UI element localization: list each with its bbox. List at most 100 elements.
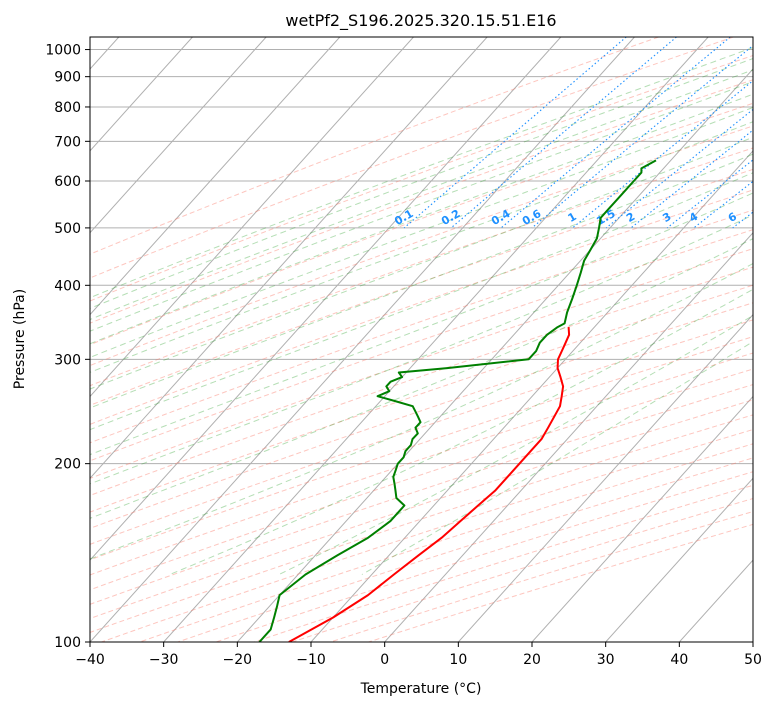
isotherm-line xyxy=(90,37,414,398)
dry-adiabat-line xyxy=(90,368,753,591)
dry-adiabat-line xyxy=(90,209,753,444)
x-tick-label: −20 xyxy=(223,652,253,668)
dry-adiabat-line xyxy=(90,302,753,529)
x-tick-label: 40 xyxy=(670,652,688,668)
dry-adiabat-line xyxy=(90,102,753,346)
isotherm-line xyxy=(90,37,488,480)
isotherm-line xyxy=(310,150,753,642)
dry-adiabat-line xyxy=(90,266,753,496)
isotherm-line xyxy=(531,395,753,642)
mixing-ratio-label: 0.1 xyxy=(392,207,415,228)
dry-adiabat-line xyxy=(139,443,753,642)
isotherm-line xyxy=(678,559,753,642)
dry-adiabat-line xyxy=(292,498,753,642)
moist-adiabat-line xyxy=(278,314,753,575)
dry-adiabat-line xyxy=(90,352,753,576)
moist-adiabat-line xyxy=(169,288,753,575)
dry-adiabat-line xyxy=(177,457,753,642)
x-axis-title: Temperature (°C) xyxy=(360,681,482,697)
y-axis-title: Pressure (hPa) xyxy=(12,289,28,389)
moist-adiabat-line xyxy=(90,172,753,431)
x-tick-label: −10 xyxy=(296,652,326,668)
x-tick-label: 0 xyxy=(380,652,389,668)
isotherm-line xyxy=(90,37,193,152)
dry-adiabat-line xyxy=(90,284,753,513)
isotherm-line xyxy=(90,37,635,642)
moist-adiabat-line xyxy=(90,192,753,456)
y-tick-label: 1000 xyxy=(45,43,81,59)
isotherm-line xyxy=(90,37,341,316)
mixing-ratio-label: 3 xyxy=(660,210,673,225)
dry-adiabat-line xyxy=(215,471,753,642)
mixing-ratio-label: 1 xyxy=(566,210,579,225)
mixing-ratio-line xyxy=(531,44,753,229)
moist-adiabat-line xyxy=(90,69,753,321)
dry-adiabat-line xyxy=(90,189,753,425)
moist-adiabat-line xyxy=(90,121,753,373)
moist-adiabat-line xyxy=(90,136,753,390)
x-tick-label: 20 xyxy=(523,652,541,668)
plot-frame xyxy=(89,36,754,643)
dry-adiabat-line xyxy=(90,384,753,605)
mixing-ratio-label: 0.6 xyxy=(520,207,544,228)
y-tick-label: 100 xyxy=(54,635,81,651)
moist-adiabat-line xyxy=(90,57,753,309)
dry-adiabat-line xyxy=(368,523,753,642)
x-tick-label: 30 xyxy=(597,652,615,668)
mixing-ratio-line xyxy=(572,80,753,229)
isotherm-line xyxy=(163,37,709,642)
y-tick-label: 200 xyxy=(54,457,81,473)
dry-adiabat-line xyxy=(90,336,753,561)
x-tick-label: 50 xyxy=(744,652,762,668)
dry-adiabat-line xyxy=(90,168,753,406)
mixing-ratio-line xyxy=(666,159,753,229)
mixing-ratio-line xyxy=(403,37,627,229)
isotherm-line xyxy=(90,37,267,234)
x-tick-label: 10 xyxy=(449,652,467,668)
y-tick-label: 600 xyxy=(54,174,81,190)
mixing-ratio-label: 2 xyxy=(624,210,637,225)
mixing-ratio-line xyxy=(761,37,775,228)
moist-adiabat-line xyxy=(90,47,753,299)
dry-adiabat-line xyxy=(90,125,753,367)
mixing-ratio-label: 1.5 xyxy=(594,207,617,228)
isotherm-line xyxy=(236,68,753,642)
y-tick-label: 800 xyxy=(54,100,81,116)
background-lines xyxy=(90,37,775,642)
isotherm-line xyxy=(605,477,753,642)
dry-adiabat-line xyxy=(90,414,753,633)
y-tick-label: 700 xyxy=(54,134,81,150)
profile-lines xyxy=(258,159,657,642)
moist-adiabat-line xyxy=(90,106,753,358)
mixing-ratio-line xyxy=(500,37,731,229)
isotherm-line xyxy=(384,231,753,642)
moist-adiabat-line xyxy=(90,262,753,560)
y-tick-label: 900 xyxy=(54,70,81,86)
dry-adiabat-line xyxy=(90,229,753,462)
isotherm-line xyxy=(457,313,753,642)
dry-adiabat-line xyxy=(101,428,753,642)
mixing-ratio-line xyxy=(605,108,753,229)
x-tick-label: −40 xyxy=(75,652,105,668)
moist-adiabat-line xyxy=(90,214,753,485)
dry-adiabat-line xyxy=(90,37,659,255)
mixing-ratio-label: 0.2 xyxy=(439,207,462,228)
y-tick-label: 400 xyxy=(54,278,81,294)
line-labels: 0.1 0.2 0.4 0.6 1 1.5 2 3 4 6 xyxy=(392,207,739,228)
dry-adiabat-line xyxy=(90,79,753,324)
moist-adiabat-line xyxy=(90,238,753,519)
y-tick-label: 500 xyxy=(54,221,81,237)
moist-adiabat-line xyxy=(90,153,753,409)
isotherm-line xyxy=(90,37,562,561)
dry-adiabat-line xyxy=(90,248,753,479)
moist-adiabat-line xyxy=(361,341,753,575)
dry-adiabat-line xyxy=(90,54,753,302)
temperature-profile-line xyxy=(288,327,571,642)
mixing-ratio-line xyxy=(450,37,677,229)
mixing-ratio-label: 0.4 xyxy=(489,207,513,228)
chart-title: wetPf2_S196.2025.320.15.51.E16 xyxy=(285,11,556,31)
x-tick-label: −30 xyxy=(149,652,179,668)
dry-adiabat-line xyxy=(90,147,753,387)
isotherm-line xyxy=(752,641,753,642)
